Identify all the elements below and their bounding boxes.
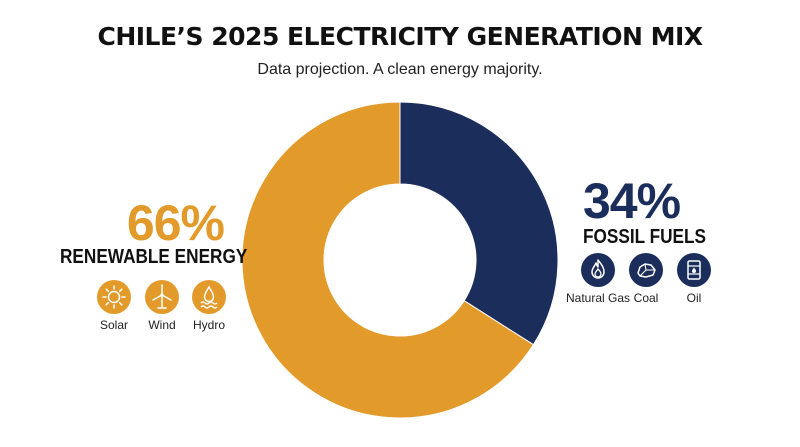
source-label-oil: Oil — [686, 291, 702, 305]
renewable-label: RENEWABLE ENERGY — [60, 246, 248, 268]
chart-subtitle: Data projection. A clean energy majority… — [257, 61, 543, 78]
renewable-percent: 66% — [126, 195, 225, 251]
donut-slice-renewable-energy — [241, 101, 535, 419]
wind-turbine-icon — [145, 280, 179, 314]
fossil-label: FOSSIL FUELS — [583, 226, 706, 248]
source-label-coal: Coal — [633, 291, 659, 305]
coal-icon — [629, 253, 663, 287]
source-label-hydro: Hydro — [192, 318, 225, 332]
source-label-solar: Solar — [99, 318, 128, 332]
oil-barrel-icon — [677, 253, 711, 287]
sun-icon — [97, 280, 131, 314]
source-label-wind: Wind — [148, 318, 176, 332]
donut-slice-fossil-fuels — [399, 101, 559, 346]
source-label-natural-gas: Natural Gas — [565, 291, 631, 305]
fossil-percent: 34% — [583, 173, 681, 229]
chart-title: CHILE’S 2025 ELECTRICITY GENERATION MIX — [97, 22, 703, 51]
water-drop-icon — [192, 280, 226, 314]
flame-icon — [581, 253, 615, 287]
